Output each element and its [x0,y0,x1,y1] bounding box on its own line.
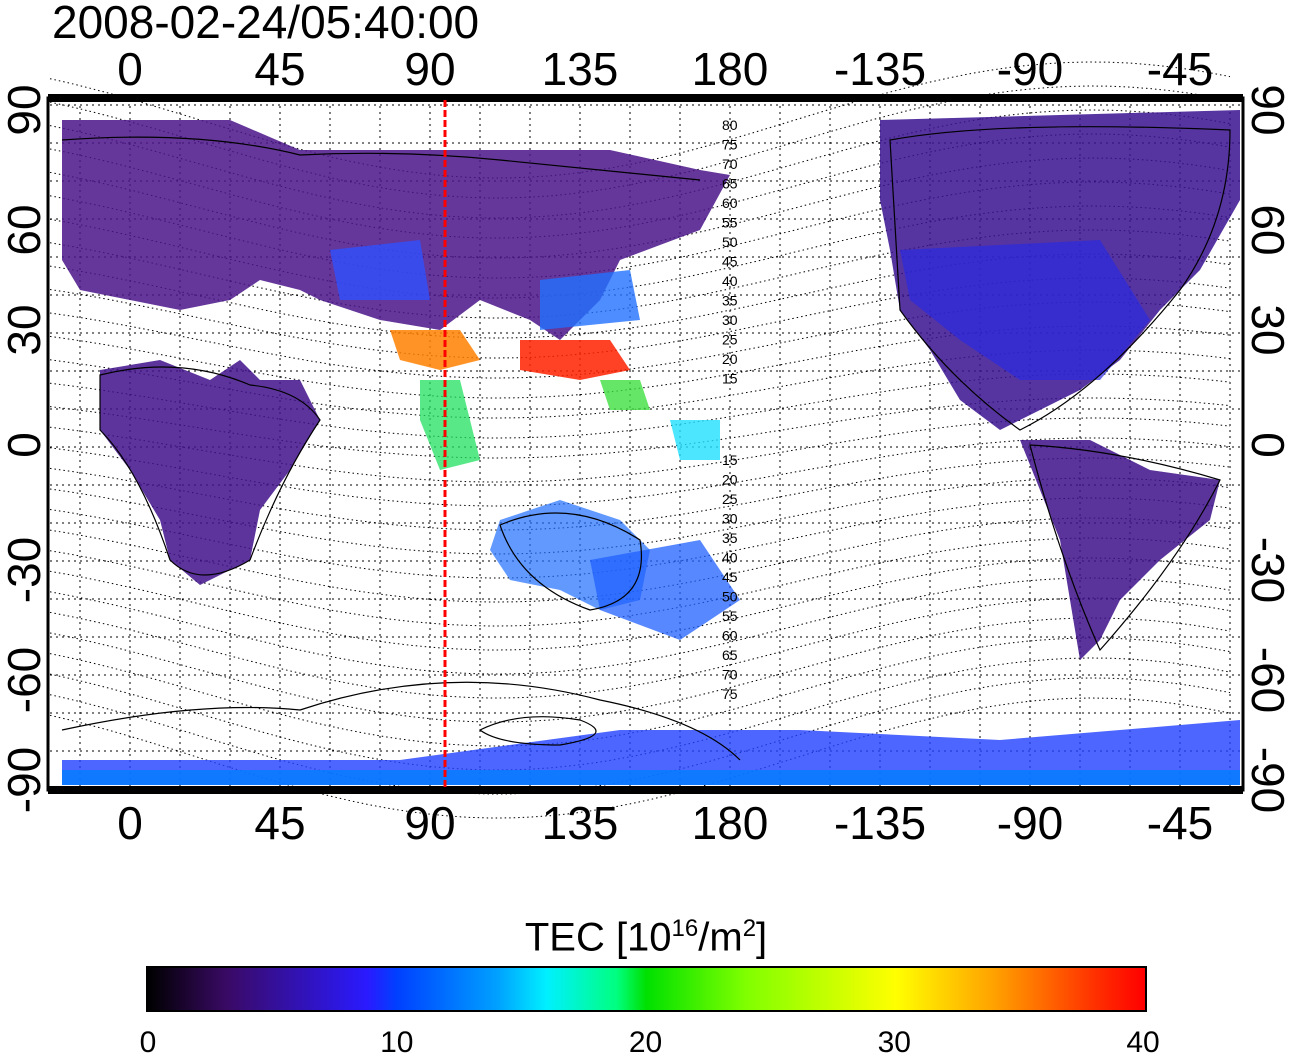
contour-label-south: 45 [722,569,738,585]
east-asia-hot [520,340,630,380]
contour-label-north: 30 [722,312,738,328]
contour-label-south: 20 [722,472,738,488]
contour-label-north: 80 [722,117,738,133]
colorbar-tick-label: 20 [628,1026,663,1059]
tick-top-label: 180 [691,43,769,95]
tick-top-label: -135 [833,43,927,95]
antarctica-region [62,720,1240,785]
africa-region [100,360,320,585]
tick-top-label: 0 [117,43,143,95]
tick-bottom-label: 135 [541,797,619,849]
continents [62,110,1240,785]
south-asia-hot [390,330,480,370]
north-america-blue [900,240,1150,380]
tick-top-label: -90 [996,43,1064,95]
timestamp-title: 2008-02-24/05:40:00 [52,0,480,48]
contour-label-north: 75 [722,137,738,153]
tick-bottom-label: 90 [404,797,456,849]
contour-label-south: 50 [722,589,738,605]
contour-label-south: 15 [722,452,738,468]
south-america-region [1020,440,1220,660]
tick-bottom-label: 45 [254,797,306,849]
central-asia-region [330,240,430,300]
new-zealand-region [590,540,740,640]
contour-label-north: 55 [722,215,738,231]
colorbar-title: TEC [1016/m2] [524,915,768,960]
tick-top-label: -45 [1146,43,1214,95]
contour-label-north: 65 [722,176,738,192]
contour-label-south: 35 [722,530,738,546]
contour-label-north: 70 [722,156,738,172]
contour-label-north: 50 [722,234,738,250]
contour-label-south: 70 [722,667,738,683]
tick-bottom-label: -135 [833,797,927,849]
tick-top-label: 45 [254,43,306,95]
tick-top-label: 135 [541,43,619,95]
tec-colorbar [146,966,1147,1012]
contour-label-north: 35 [722,293,738,309]
contour-label-south: 25 [722,491,738,507]
contour-label-south: 60 [722,628,738,644]
contour-label-north: 20 [722,351,738,367]
contour-label-south: 55 [722,608,738,624]
indonesia-region [420,380,480,470]
contour-labels: 80 75 70 65 60 55 50 45 40 35 30 25 20 15 15 20 25 30 35 40… [722,117,738,702]
contour-label-north: 60 [722,195,738,211]
colorbar-tick-label: 10 [380,1026,414,1059]
tick-bottom-label: -90 [996,797,1064,849]
tick-bottom-label: 180 [691,797,769,849]
coastlines [61,126,1231,761]
colorbar-tick-label: 0 [139,1026,157,1059]
contour-label-south: 75 [722,686,738,702]
contour-label-south: 65 [722,647,738,663]
colorbar-tick-label: 30 [877,1026,911,1059]
contour-label-north: 45 [722,254,738,270]
colorbar-tick-label: 40 [1126,1026,1160,1059]
contour-label-north: 40 [722,273,738,289]
contour-label-south: 30 [722,511,738,527]
japan-region [540,270,640,330]
tick-bottom-label: 0 [117,797,143,849]
contour-label-north: 15 [722,371,738,387]
tick-top-label: 90 [404,43,456,95]
contour-label-north: 25 [722,332,738,348]
tick-bottom-label: -45 [1146,797,1214,849]
contour-label-south: 40 [722,550,738,566]
